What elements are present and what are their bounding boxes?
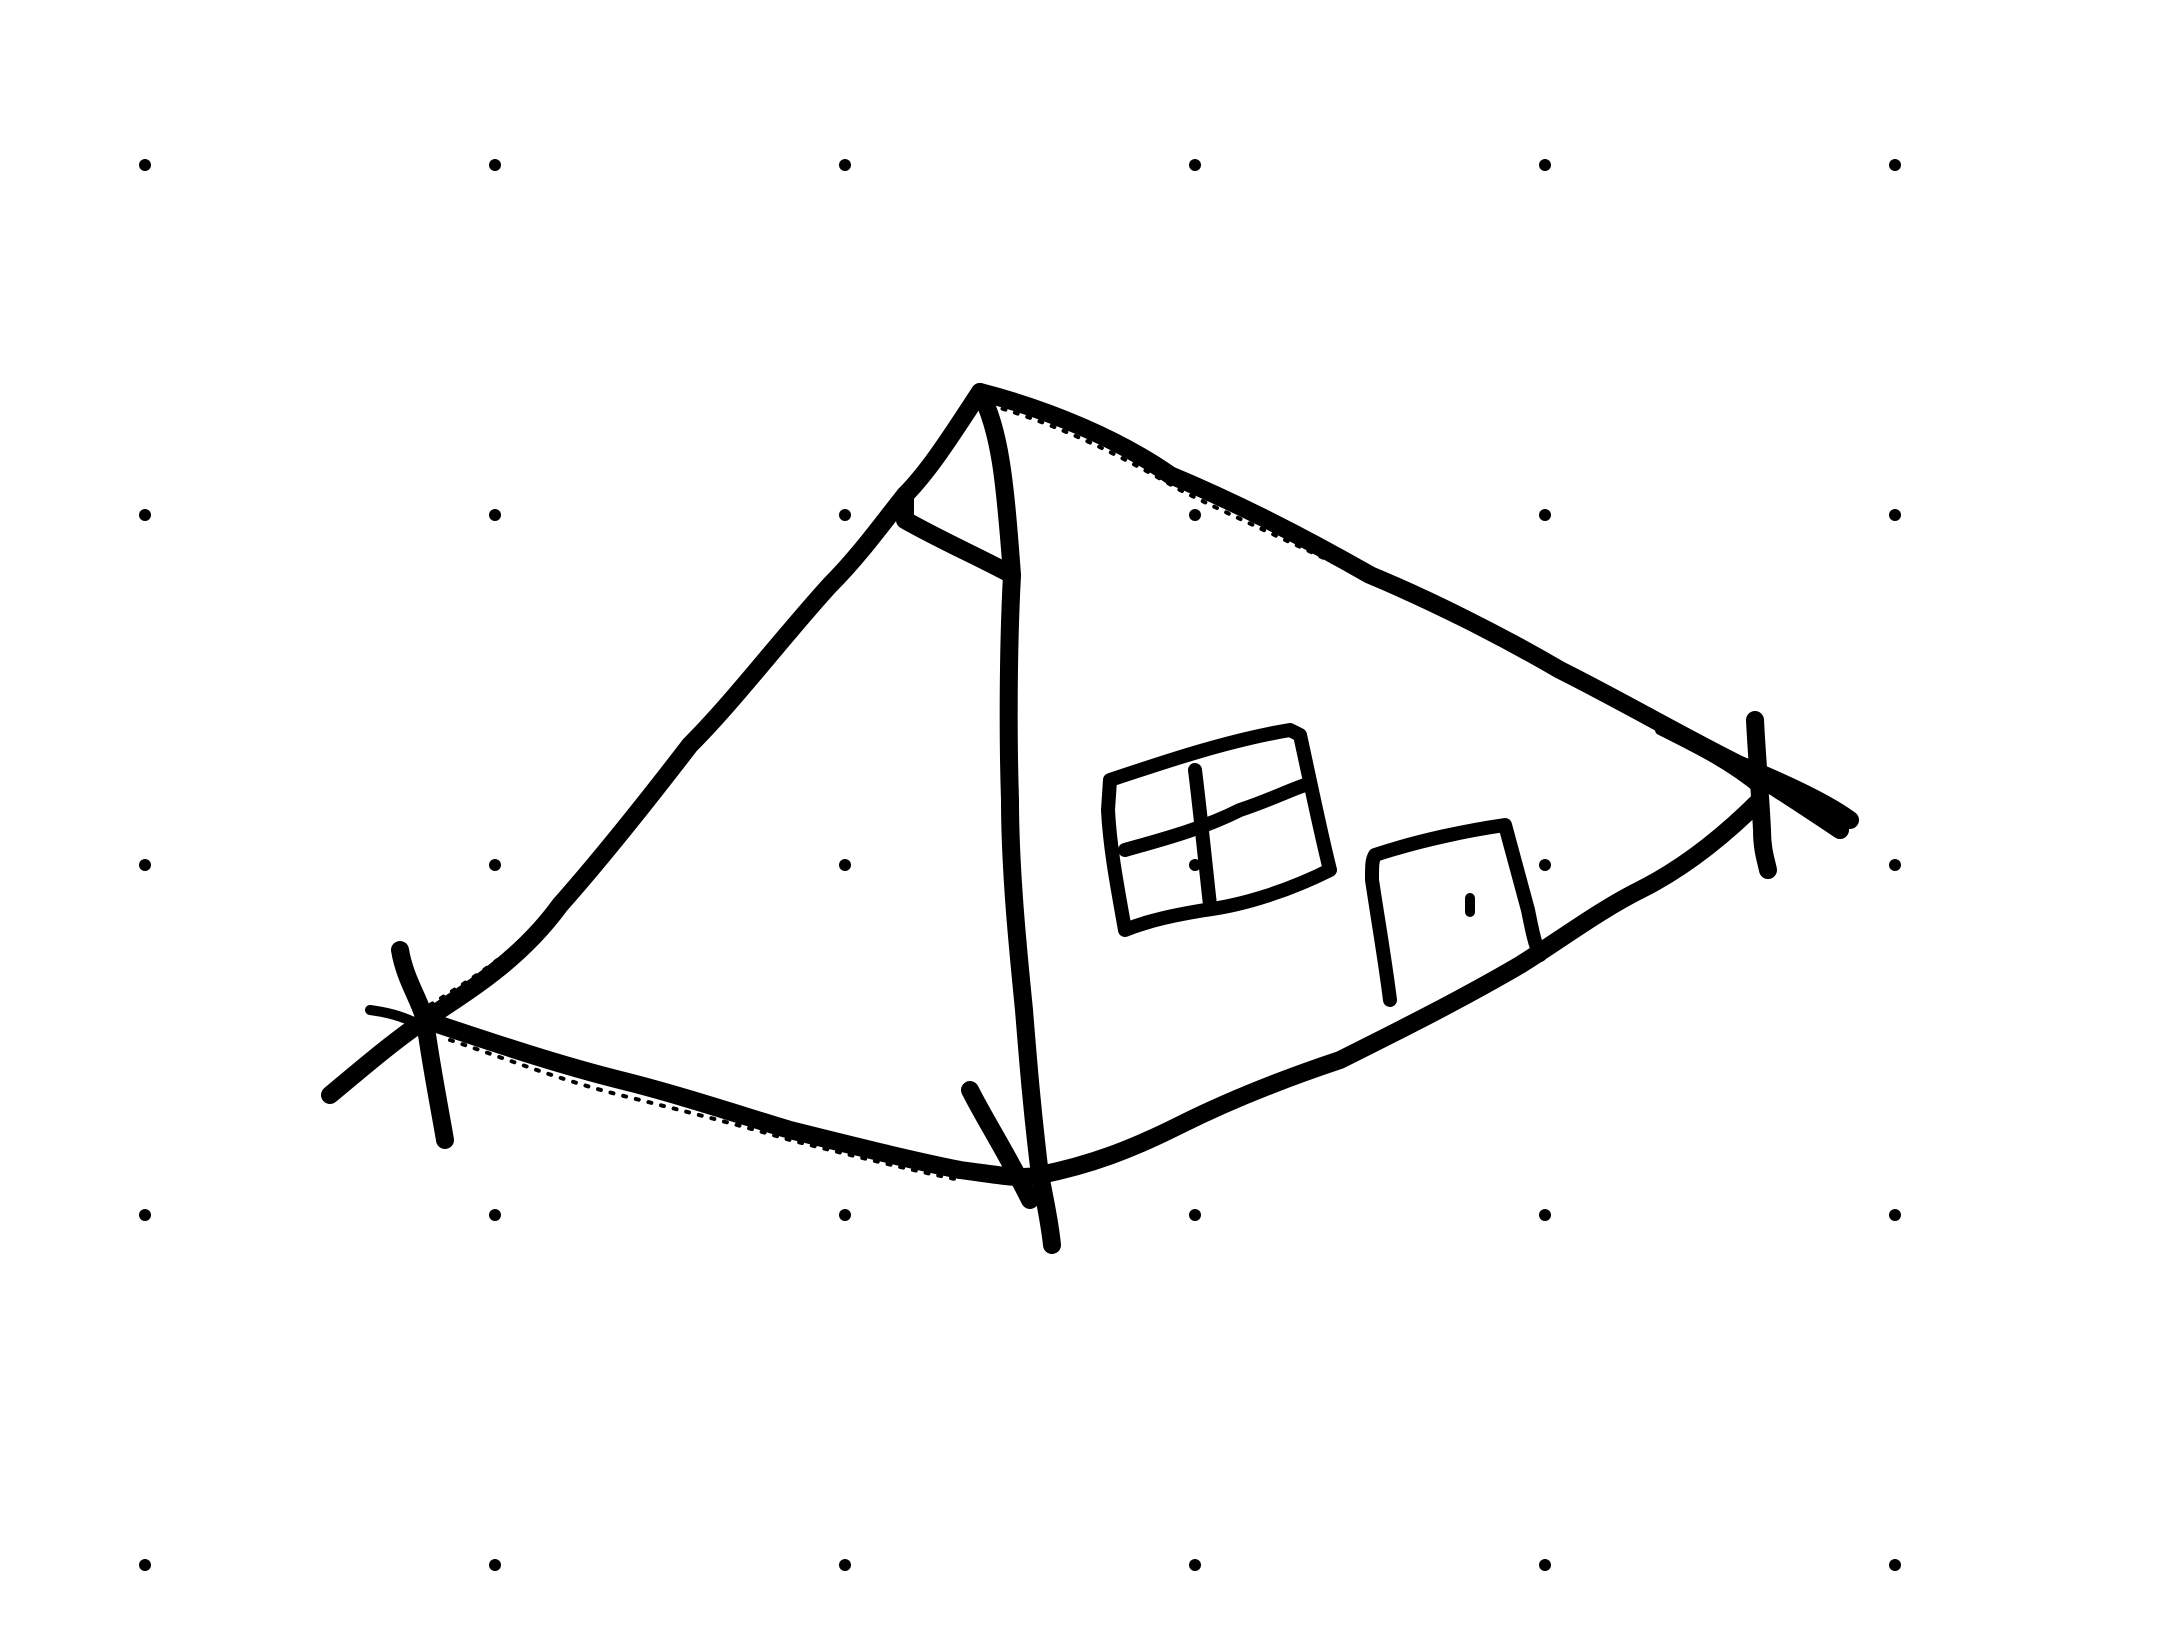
grid-dot (1189, 1209, 1201, 1221)
guy-rope-left-short (365, 1005, 425, 1030)
grid-dot (1189, 509, 1201, 521)
grid-dot (1889, 1209, 1901, 1221)
grid-dot (1889, 1559, 1901, 1571)
grid-dot (839, 159, 851, 171)
grid-dot (489, 509, 501, 521)
grid-dot (139, 1209, 151, 1221)
tent-top-ridge (971, 383, 1849, 839)
tent-sketch (321, 383, 1859, 1254)
grid-dot (1539, 509, 1551, 521)
tent-window-mullion-vertical (1188, 763, 1217, 912)
grid-dot (839, 509, 851, 521)
guy-rope-left-horizontal (321, 1011, 434, 1104)
grid-dot (489, 859, 501, 871)
grid-dot (1539, 1209, 1551, 1221)
grid-dot (1889, 159, 1901, 171)
guy-rope-left-vertical (391, 941, 454, 1149)
guy-rope-right-vertical (1746, 711, 1777, 879)
grid-dot (1539, 1559, 1551, 1571)
grid-dot (839, 1559, 851, 1571)
grid-dot (1539, 159, 1551, 171)
tent-pole-bottom-foot (961, 1081, 1039, 1209)
tent-window-mullion-horizontal (1118, 778, 1312, 857)
tent-window-frame (1101, 723, 1337, 937)
grid-dot (489, 1209, 501, 1221)
grid-dot (839, 1209, 851, 1221)
grid-dot (139, 509, 151, 521)
grid-dot (489, 159, 501, 171)
tent-left-bottom-edge (431, 1016, 1049, 1187)
tent-pole-bottom (1031, 1166, 1061, 1254)
tent-right-bottom-edge (1031, 791, 1769, 1184)
grid-dot (839, 859, 851, 871)
tent-center-seam (999, 566, 1049, 1184)
tent-left-edge (416, 486, 914, 1029)
grid-dot (1539, 859, 1551, 871)
grid-dot (1189, 159, 1201, 171)
grid-dot (1889, 859, 1901, 871)
guy-rope-right-tail (1655, 725, 1765, 795)
grid-dot (1889, 509, 1901, 521)
texture-left-edge (428, 573, 832, 1007)
grid-dot (489, 1559, 501, 1571)
grid-dot (1189, 859, 1201, 871)
grid-dot (1189, 1559, 1201, 1571)
sketch-texture (428, 403, 1582, 1182)
grid-dot (139, 859, 151, 871)
grid-dot (139, 159, 151, 171)
dot-grid (139, 159, 1901, 1571)
grid-dot (139, 1559, 151, 1571)
texture-top-ridge (988, 403, 1582, 687)
texture-bottom-edge (448, 1038, 962, 1182)
tent-door (1365, 818, 1547, 1007)
tent-top-flap (896, 383, 1021, 584)
